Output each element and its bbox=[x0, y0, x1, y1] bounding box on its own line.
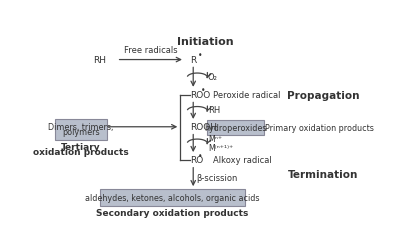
Text: Free radicals: Free radicals bbox=[124, 46, 178, 54]
FancyBboxPatch shape bbox=[100, 189, 245, 206]
Text: Initiation: Initiation bbox=[177, 37, 233, 47]
Text: RH: RH bbox=[208, 106, 220, 115]
Text: RH: RH bbox=[93, 56, 106, 65]
FancyBboxPatch shape bbox=[55, 119, 107, 141]
FancyBboxPatch shape bbox=[206, 120, 264, 135]
Text: Primary oxidation products: Primary oxidation products bbox=[266, 123, 374, 132]
Text: Termination: Termination bbox=[288, 169, 358, 179]
Text: O₂: O₂ bbox=[208, 72, 218, 81]
Text: aldehydes, ketones, alcohols, organic acids: aldehydes, ketones, alcohols, organic ac… bbox=[85, 193, 260, 202]
Text: •: • bbox=[198, 51, 202, 60]
Text: Propagation: Propagation bbox=[286, 90, 359, 100]
Text: M⁽ⁿ⁺¹⁾⁺: M⁽ⁿ⁺¹⁾⁺ bbox=[208, 143, 233, 152]
Text: ROO: ROO bbox=[190, 91, 210, 100]
Text: Tertiary: Tertiary bbox=[61, 143, 101, 152]
Text: β-scission: β-scission bbox=[196, 173, 238, 182]
Text: R: R bbox=[190, 56, 196, 65]
Text: Alkoxy radical: Alkoxy radical bbox=[213, 156, 272, 165]
Text: Peroxide radical: Peroxide radical bbox=[213, 91, 280, 100]
Text: hydroperoxides: hydroperoxides bbox=[204, 123, 266, 132]
Text: Dimers, trimers,: Dimers, trimers, bbox=[48, 122, 114, 131]
Text: •: • bbox=[201, 86, 206, 95]
Text: ROOH: ROOH bbox=[190, 123, 217, 132]
Text: Mⁿ⁺: Mⁿ⁺ bbox=[208, 135, 222, 144]
Text: polymers: polymers bbox=[62, 127, 100, 136]
Text: oxidation products: oxidation products bbox=[33, 148, 129, 156]
Text: •: • bbox=[198, 151, 203, 160]
Text: RO: RO bbox=[190, 156, 203, 165]
Text: Secondary oxidation products: Secondary oxidation products bbox=[96, 209, 249, 217]
